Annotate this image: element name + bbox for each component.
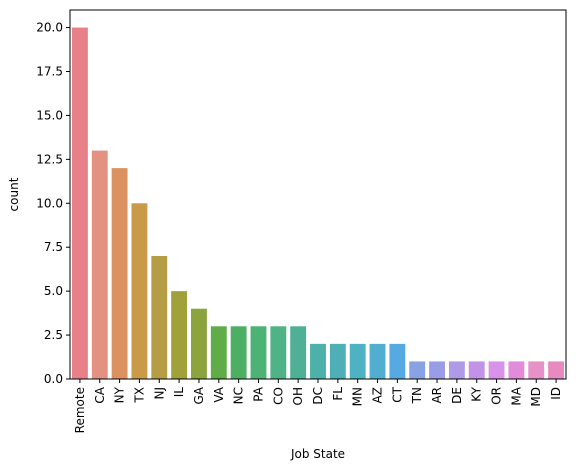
x-tick-label: VA bbox=[212, 386, 226, 402]
y-tick-label: 12.5 bbox=[36, 152, 63, 166]
bars-group bbox=[71, 27, 565, 379]
bar-co bbox=[270, 326, 287, 379]
y-tick-label: 15.0 bbox=[36, 108, 63, 122]
x-tick-label: AZ bbox=[371, 387, 385, 403]
bar-fl bbox=[329, 343, 346, 379]
x-tick-label: Remote bbox=[73, 387, 87, 433]
x-tick-label: FL bbox=[331, 387, 345, 401]
bar-nj bbox=[151, 256, 168, 379]
bar-ca bbox=[91, 150, 108, 379]
x-tick-label: MN bbox=[351, 387, 365, 406]
x-tick-label: MA bbox=[509, 386, 523, 405]
x-tick-label: NC bbox=[232, 387, 246, 404]
x-tick-label: KY bbox=[470, 386, 484, 401]
bar-az bbox=[369, 343, 386, 379]
bar-md bbox=[528, 361, 545, 379]
bar-il bbox=[171, 291, 188, 379]
x-tick-label: OR bbox=[490, 387, 504, 405]
x-tick-label: NJ bbox=[152, 387, 166, 400]
y-tick-label: 0.0 bbox=[44, 372, 63, 386]
x-tick-label: TN bbox=[410, 387, 424, 404]
x-tick-label: DE bbox=[450, 387, 464, 404]
bar-tn bbox=[409, 361, 426, 379]
bar-ct bbox=[389, 343, 406, 379]
x-tick-label: DC bbox=[311, 387, 325, 405]
x-axis: Remote CA NY TX NJ IL GA VA NC PA CO OH DC FL MN AZ CT TN… bbox=[73, 379, 563, 433]
y-tick-label: 7.5 bbox=[44, 240, 63, 254]
y-tick-label: 17.5 bbox=[36, 65, 63, 79]
bar-pa bbox=[250, 326, 267, 379]
bar-ga bbox=[191, 308, 207, 379]
bar-va bbox=[210, 326, 227, 379]
x-tick-label: ID bbox=[549, 387, 563, 400]
bar-ma bbox=[508, 361, 525, 379]
bar-remote bbox=[71, 27, 88, 379]
y-tick-label: 20.0 bbox=[36, 21, 63, 35]
y-tick-label: 5.0 bbox=[44, 284, 63, 298]
x-tick-label: GA bbox=[192, 386, 206, 404]
x-tick-label: PA bbox=[251, 386, 265, 401]
x-tick-label: AR bbox=[430, 387, 444, 404]
x-axis-label: Job State bbox=[290, 447, 345, 461]
bar-nc bbox=[230, 326, 247, 379]
x-tick-label: CT bbox=[390, 386, 404, 402]
x-tick-label: MD bbox=[529, 387, 543, 407]
x-tick-label: TX bbox=[132, 387, 146, 404]
bar-or bbox=[488, 361, 505, 379]
x-tick-label: CA bbox=[93, 386, 107, 403]
bar-ar bbox=[429, 361, 445, 379]
y-tick-label: 10.0 bbox=[36, 196, 63, 210]
x-tick-label: OH bbox=[291, 387, 305, 405]
y-tick-label: 2.5 bbox=[44, 328, 63, 342]
bar-de bbox=[448, 361, 465, 379]
bar-ky bbox=[468, 361, 485, 379]
x-tick-label: IL bbox=[172, 387, 186, 398]
x-tick-label: NY bbox=[113, 386, 127, 403]
bar-mn bbox=[349, 343, 366, 379]
bar-oh bbox=[290, 326, 307, 379]
x-tick-label: CO bbox=[271, 387, 285, 405]
plot-frame bbox=[69, 9, 567, 380]
y-axis-label: count bbox=[7, 177, 21, 211]
bar-dc bbox=[310, 343, 326, 379]
y-axis: 0.0 2.5 5.0 7.5 10.0 12.5 15.0 17.5 20.0 bbox=[36, 21, 70, 386]
bar-ny bbox=[111, 168, 128, 379]
bar-tx bbox=[131, 203, 148, 379]
bar-id bbox=[548, 361, 565, 379]
